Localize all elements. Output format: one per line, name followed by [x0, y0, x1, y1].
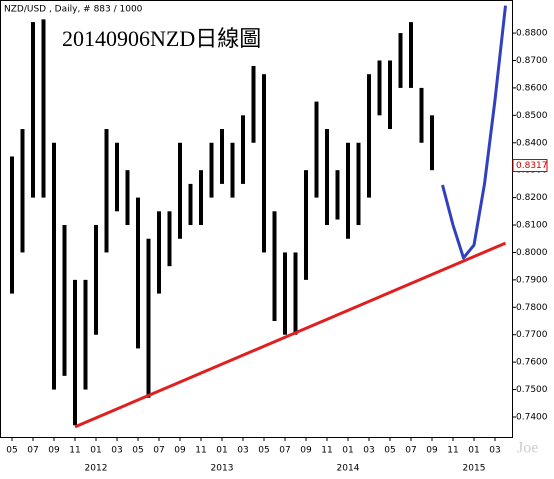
plot-frame — [0, 0, 513, 438]
price-bar — [304, 170, 308, 280]
x-tick-label: 01 — [90, 446, 101, 456]
last-value-label: 0.8317 — [516, 161, 548, 171]
price-bar — [356, 142, 361, 226]
x-tick-label: 05 — [132, 446, 143, 456]
price-bar — [157, 211, 161, 294]
x-tick-label: 07 — [279, 446, 290, 456]
price-bar — [115, 142, 119, 212]
y-tick-label: 0.8600 — [516, 83, 548, 93]
price-bar — [367, 74, 371, 198]
price-bar — [125, 170, 130, 226]
price-bar — [251, 65, 256, 143]
price-bar — [73, 279, 77, 426]
y-tick-label: 0.7900 — [516, 275, 548, 285]
y-tick-label: 0.8700 — [516, 56, 548, 66]
x-tick-label: 05 — [384, 446, 395, 456]
price-bar — [314, 101, 319, 198]
price-bar — [94, 225, 98, 335]
y-tick-label: 0.8400 — [516, 138, 548, 148]
x-tick-label: 05 — [6, 446, 17, 456]
x-tick-label: 03 — [363, 446, 374, 456]
year-label: 2015 — [463, 464, 486, 474]
price-bar — [377, 60, 382, 116]
price-bar — [272, 211, 277, 322]
price-bar — [241, 115, 245, 184]
price-bar — [104, 129, 109, 253]
x-tick-label: 09 — [300, 446, 312, 456]
year-label: 2012 — [85, 464, 108, 474]
y-tick-label: 0.8200 — [516, 193, 548, 203]
price-bar — [41, 19, 46, 198]
watermark: Joe — [517, 440, 538, 457]
year-label: 2013 — [211, 464, 234, 474]
price-bar — [136, 197, 140, 349]
x-tick-label: 01 — [468, 446, 479, 456]
price-bar — [199, 170, 203, 226]
x-tick-label: 11 — [447, 446, 458, 456]
price-bar — [335, 170, 340, 220]
x-tick-label: 11 — [195, 446, 206, 456]
header: NZD/USD , Daily, # 883 / 1000 — [4, 5, 143, 15]
price-bar — [230, 142, 235, 198]
x-tick-label: 07 — [153, 446, 164, 456]
y-tick-label: 0.7800 — [516, 303, 548, 313]
x-tick-label: 01 — [342, 446, 353, 456]
price-bar — [167, 211, 172, 267]
y-tick-label: 0.7400 — [516, 412, 548, 422]
annotation-line — [441, 5, 507, 260]
x-tick-label: 07 — [405, 446, 416, 456]
price-bar — [10, 156, 14, 294]
price-bar — [146, 238, 151, 398]
y-tick-label: 0.7700 — [516, 330, 548, 340]
price-bar — [262, 74, 266, 253]
x-tick-label: 07 — [27, 446, 38, 456]
x-tick-label: 09 — [174, 446, 186, 456]
price-bar — [346, 142, 350, 239]
price-bar — [293, 252, 298, 335]
price-bar — [62, 225, 67, 376]
x-tick-label: 09 — [48, 446, 60, 456]
price-bar — [220, 129, 224, 184]
y-tick-label: 0.8800 — [516, 29, 548, 39]
x-tick-label: 09 — [426, 446, 438, 456]
price-bar — [398, 33, 403, 88]
x-tick-label: 03 — [237, 446, 248, 456]
x-tick-label: 03 — [489, 446, 500, 456]
annotation-line — [74, 241, 507, 429]
price-bar — [20, 129, 25, 253]
last-value-box — [512, 159, 548, 173]
y-tick-label: 0.7600 — [516, 358, 548, 368]
y-tick-label: 0.7500 — [516, 385, 548, 395]
price-bar — [52, 142, 56, 390]
price-bar — [83, 279, 88, 390]
x-tick-label: 11 — [321, 446, 332, 456]
x-tick-label: 03 — [111, 446, 122, 456]
price-bar — [388, 60, 392, 130]
price-bar — [178, 142, 182, 239]
price-bar — [209, 142, 214, 198]
price-bar — [325, 129, 329, 226]
price-bar — [283, 252, 287, 335]
price-bar — [419, 87, 424, 143]
y-tick-label: 0.8500 — [516, 111, 548, 121]
y-tick-label: 0.8100 — [516, 221, 548, 231]
y-tick-label: 0.8000 — [516, 248, 548, 258]
chart-title: 20140906NZD日線圖 — [62, 26, 261, 51]
year-label: 2014 — [337, 464, 360, 474]
price-bar — [31, 22, 35, 198]
price-bar — [430, 115, 434, 171]
price-bar — [188, 183, 193, 226]
price-bar — [409, 22, 413, 88]
x-tick-label: 01 — [216, 446, 227, 456]
x-tick-label: 05 — [258, 446, 269, 456]
x-tick-label: 11 — [69, 446, 80, 456]
